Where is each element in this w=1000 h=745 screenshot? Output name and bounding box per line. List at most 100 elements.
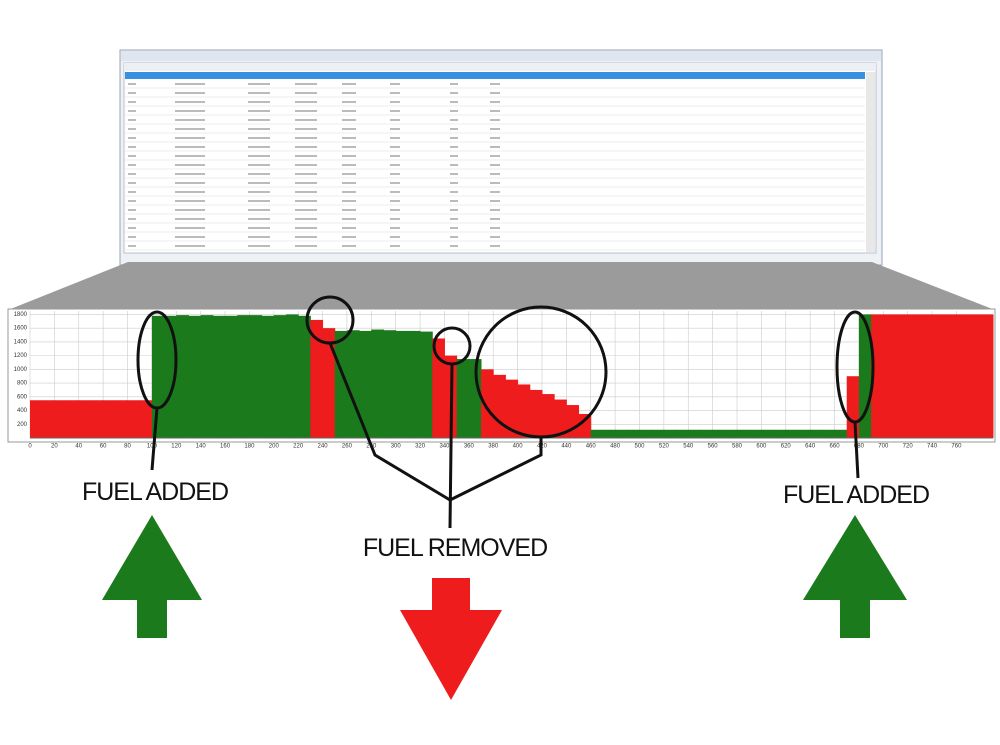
- cell-text: [390, 164, 400, 166]
- cell-text: [128, 128, 136, 130]
- cell-text: [128, 245, 136, 247]
- cell-text: [295, 191, 317, 193]
- cell-text: [342, 218, 356, 220]
- level-bar: [78, 400, 92, 438]
- scrollbar: [866, 72, 875, 252]
- level-bar: [90, 400, 104, 438]
- level-bar: [54, 400, 68, 438]
- cell-text: [390, 245, 400, 247]
- annotation: FUEL REMOVED: [363, 534, 547, 562]
- level-bar: [115, 400, 129, 438]
- cell-text: [490, 236, 500, 238]
- level-bar: [834, 429, 848, 438]
- level-bar: [273, 315, 287, 438]
- cell-text: [342, 101, 356, 103]
- leader-line: [853, 421, 860, 479]
- cell-text: [390, 119, 400, 121]
- leader-line: [448, 363, 454, 529]
- cell-text: [342, 227, 356, 229]
- cell-text: [175, 146, 205, 148]
- cell-text: [450, 83, 458, 85]
- y-tick-label: 1200: [14, 353, 28, 359]
- cell-text: [490, 209, 500, 211]
- cell-text: [390, 155, 400, 157]
- level-bar: [980, 314, 994, 438]
- cell-text: [248, 92, 270, 94]
- cell-text: [248, 119, 270, 121]
- cell-text: [450, 191, 458, 193]
- cell-text: [342, 209, 356, 211]
- cell-text: [490, 200, 500, 202]
- cell-text: [248, 146, 270, 148]
- x-tick-label: 680: [854, 444, 865, 450]
- cell-text: [450, 92, 458, 94]
- cell-text: [295, 146, 317, 148]
- cell-text: [342, 182, 356, 184]
- level-bar: [103, 400, 116, 438]
- cell-text: [390, 83, 400, 85]
- title-bar: [121, 51, 881, 61]
- cell-text: [490, 173, 500, 175]
- level-bar: [298, 315, 311, 438]
- level-bar: [200, 315, 214, 438]
- level-bar: [651, 429, 665, 438]
- cell-text: [175, 119, 205, 121]
- cell-text: [490, 245, 500, 247]
- cell-text: [342, 245, 356, 247]
- y-tick-label: 800: [17, 381, 28, 387]
- y-tick-label: 1400: [14, 339, 28, 345]
- cell-text: [342, 146, 356, 148]
- level-bar: [676, 429, 689, 438]
- level-bar: [737, 429, 750, 438]
- x-tick-label: 0: [28, 444, 32, 450]
- cell-text: [128, 146, 136, 148]
- table-header: [124, 63, 876, 71]
- cell-text: [175, 101, 205, 103]
- cell-text: [390, 101, 400, 103]
- cell-text: [128, 227, 136, 229]
- cell-text: [342, 200, 356, 202]
- x-tick-label: 100: [147, 444, 158, 450]
- cell-text: [295, 173, 317, 175]
- cell-text: [175, 128, 205, 130]
- cell-text: [248, 209, 270, 211]
- cell-text: [175, 227, 205, 229]
- level-bar: [724, 429, 738, 438]
- cell-text: [128, 182, 136, 184]
- level-bar: [932, 314, 945, 438]
- cell-text: [342, 236, 356, 238]
- level-bar: [590, 429, 604, 438]
- x-tick-label: 40: [75, 444, 82, 450]
- cell-text: [450, 182, 458, 184]
- cell-text: [390, 128, 400, 130]
- level-bar: [212, 315, 226, 438]
- cell-text: [248, 200, 270, 202]
- cell-text: [175, 236, 205, 238]
- cell-text: [175, 137, 205, 139]
- level-bar: [456, 359, 470, 438]
- x-tick-label: 600: [756, 444, 767, 450]
- y-tick-label: 400: [17, 408, 28, 414]
- y-tick-label: 600: [17, 394, 28, 400]
- cell-text: [248, 155, 270, 157]
- level-bar: [968, 314, 982, 438]
- level-bar: [151, 315, 165, 438]
- cell-text: [450, 128, 458, 130]
- cell-text: [450, 200, 458, 202]
- cell-text: [342, 119, 356, 121]
- x-tick-label: 160: [220, 444, 231, 450]
- cell-text: [248, 83, 270, 85]
- cell-text: [248, 227, 270, 229]
- cell-text: [450, 236, 458, 238]
- cell-text: [390, 92, 400, 94]
- level-bar: [493, 374, 506, 438]
- cell-text: [490, 92, 500, 94]
- level-bar: [310, 319, 324, 438]
- level-bar: [529, 389, 543, 438]
- cell-text: [450, 227, 458, 229]
- level-bar: [761, 429, 775, 438]
- cell-text: [295, 92, 317, 94]
- level-bar: [797, 429, 811, 438]
- level-bar: [956, 314, 970, 438]
- cell-text: [128, 236, 136, 238]
